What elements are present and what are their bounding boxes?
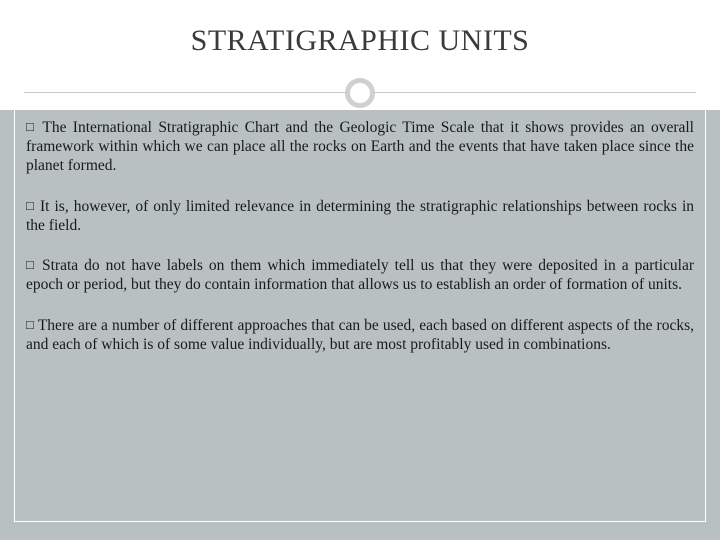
paragraph: □ It is, however, of only limited releva… (26, 197, 694, 235)
bullet-icon: □ (26, 257, 36, 272)
paragraph: □ There are a number of different approa… (26, 316, 694, 354)
paragraph: □ Strata do not have labels on them whic… (26, 256, 694, 294)
paragraph-text: It is, however, of only limited relevanc… (26, 198, 694, 234)
bullet-icon: □ (26, 198, 35, 213)
paragraph-text: There are a number of different approach… (26, 317, 694, 353)
paragraph-text: The International Stratigraphic Chart an… (26, 119, 694, 174)
paragraph: □ The International Stratigraphic Chart … (26, 118, 694, 176)
circle-icon (345, 78, 375, 108)
bullet-icon: □ (26, 119, 36, 134)
content-area: □ The International Stratigraphic Chart … (26, 118, 694, 528)
bullet-icon: □ (26, 317, 34, 332)
paragraph-text: Strata do not have labels on them which … (26, 257, 694, 293)
